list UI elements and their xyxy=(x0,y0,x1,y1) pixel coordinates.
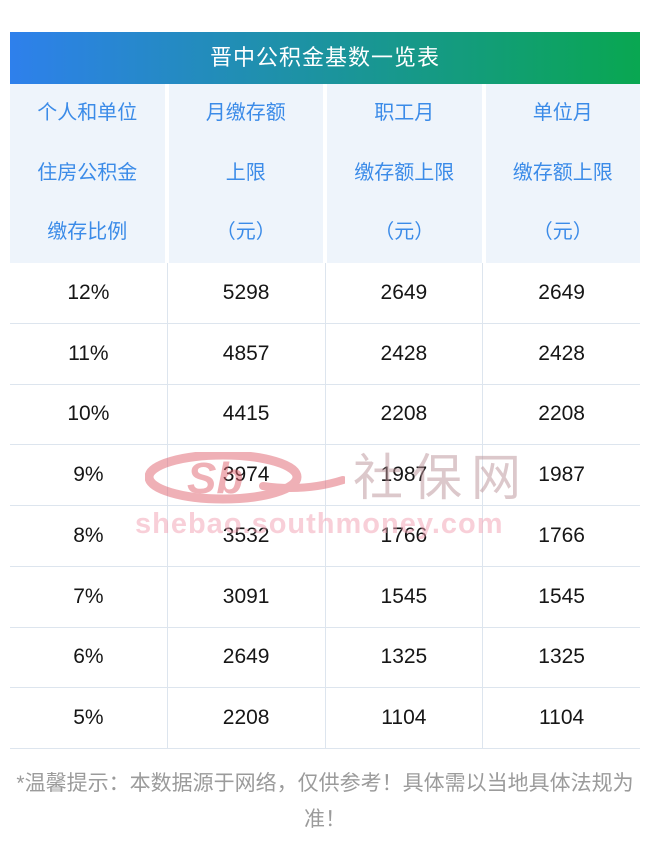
table-cell: 1545 xyxy=(538,584,585,608)
header-cell-line: （元） xyxy=(215,221,276,244)
table-cell: 1325 xyxy=(326,627,484,688)
table-cell: 4857 xyxy=(168,323,326,384)
table-cell: 1545 xyxy=(326,566,484,627)
table-row: 10% 4415 2208 2208 xyxy=(10,384,640,446)
header-cell: 月缴存额上限 （元） xyxy=(169,84,327,263)
header-cell-line: 缴存额上限 xyxy=(512,161,613,184)
header-cell-line: 住房公积金 xyxy=(37,161,138,184)
header-cell: 个人和单位住房公积金缴存比例 xyxy=(10,84,169,263)
table-cell: 2208 xyxy=(168,688,326,748)
table-cell: 4415 xyxy=(168,384,326,445)
header-cell-line: （元） xyxy=(374,221,435,244)
footer-disclaimer: *温馨提示：本数据源于网络，仅供参考！具体需以当地具体法规为准！ xyxy=(16,772,634,831)
table-cell: 1766 xyxy=(538,523,585,547)
table-row: 11% 4857 2428 2428 xyxy=(10,323,640,385)
table-cell: 3974 xyxy=(168,445,326,505)
header-cell-line: 月缴存额 xyxy=(205,102,286,124)
table-cell: 1325 xyxy=(538,645,585,669)
table-cell: 7% xyxy=(10,566,168,627)
header-cell-line: （元） xyxy=(532,221,593,244)
table-row: 5% 2208 1104 1104 xyxy=(10,688,640,749)
table-cell: 5298 xyxy=(168,263,326,323)
table-cell: 1766 xyxy=(326,506,484,566)
table-cell: 2649 xyxy=(326,263,484,323)
table-row: 9% 3974 1987 1987 xyxy=(10,445,640,506)
table-row: 12% 5298 2649 2649 xyxy=(10,263,640,324)
table-cell: 8% xyxy=(10,506,168,566)
table-row: 8% 3532 1766 1766 xyxy=(10,506,640,567)
header-cell-line: 缴存比例 xyxy=(47,221,128,244)
table-cell: 5% xyxy=(10,688,168,748)
header-cell-line: 上限 xyxy=(225,161,266,184)
table-cell: 2208 xyxy=(326,384,484,445)
table-cell: 2428 xyxy=(538,341,585,365)
table-body: 12% 5298 2649 2649 11% 4857 2428 2428 10% 4415 220… xyxy=(10,263,640,749)
table-cell: 3091 xyxy=(168,566,326,627)
table-cell: 1104 xyxy=(326,688,484,748)
header-cell-line: 职工月 xyxy=(374,102,435,124)
header-cell-line: 缴存额上限 xyxy=(354,161,455,184)
table-cell: 3532 xyxy=(168,506,326,566)
table-header-row: 个人和单位 住房公积金 缴存比例 月缴存额 上限 （元） 职工月 缴存额上限 （元） 单位月 缴存额… xyxy=(10,84,640,263)
table-cell: 9% xyxy=(10,445,168,505)
table-cell: 6% xyxy=(10,627,168,688)
header-cell: 职工月缴存额上限 （元） xyxy=(327,84,486,263)
table-cell: 10% xyxy=(10,384,168,445)
table-cell: 1987 xyxy=(538,463,585,487)
fund-base-table: 晋中公积金基数一览表 个人和单位 住房公积金 缴存比例 月缴存额 上限 （元） 职工月 缴存额… xyxy=(10,32,640,749)
table-cell: 1987 xyxy=(326,445,484,505)
header-cell-line: 个人和单位 xyxy=(37,102,138,124)
table-cell: 12% xyxy=(10,263,168,323)
header-cell: 单位月缴存额上限 （元） xyxy=(486,84,641,263)
table-cell: 1104 xyxy=(539,706,585,730)
table-row: 6% 2649 1325 1325 xyxy=(10,627,640,689)
table-cell: 11% xyxy=(10,323,168,384)
table-cell: 2208 xyxy=(538,402,585,426)
table-cell: 2649 xyxy=(168,627,326,688)
table-title: 晋中公积金基数一览表 xyxy=(10,32,640,84)
table-cell: 2428 xyxy=(326,323,484,384)
header-cell-line: 单位月 xyxy=(532,102,593,124)
table-row: 7% 3091 1545 1545 xyxy=(10,566,640,628)
table-cell: 2649 xyxy=(538,280,585,304)
